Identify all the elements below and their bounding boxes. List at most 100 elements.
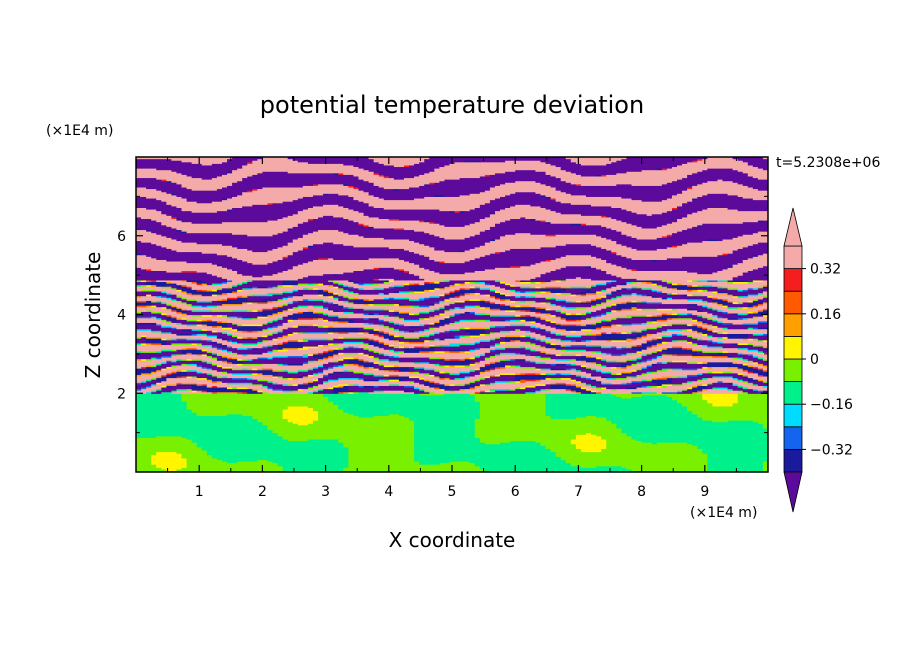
contour-cell bbox=[494, 338, 506, 341]
contour-cell bbox=[484, 390, 491, 393]
contour-cell bbox=[136, 413, 198, 416]
contour-cell bbox=[348, 284, 395, 287]
contour-cell bbox=[449, 330, 466, 333]
contour-cell bbox=[666, 286, 673, 289]
contour-cell bbox=[712, 290, 719, 294]
contour-cell bbox=[429, 305, 446, 308]
contour-cell bbox=[206, 366, 223, 369]
contour-cell bbox=[398, 322, 430, 325]
contour-cell bbox=[318, 294, 324, 297]
contour-cell bbox=[621, 254, 719, 257]
contour-cell bbox=[636, 338, 653, 341]
contour-cell bbox=[555, 279, 562, 283]
contour-cell bbox=[656, 279, 663, 283]
contour-cell bbox=[717, 386, 729, 390]
contour-cell bbox=[484, 375, 491, 379]
contour-cell bbox=[267, 379, 314, 382]
contour-cell bbox=[429, 281, 435, 284]
contour-cell bbox=[585, 194, 673, 197]
contour-cell bbox=[156, 316, 167, 319]
contour-cell bbox=[318, 323, 380, 327]
contour-cell bbox=[146, 341, 167, 344]
contour-cell bbox=[661, 325, 688, 328]
contour-cell bbox=[221, 221, 304, 224]
contour-cell bbox=[676, 220, 759, 223]
contour-cell bbox=[717, 303, 724, 306]
contour-cell bbox=[388, 349, 395, 352]
contour-cell bbox=[545, 196, 552, 199]
contour-cell bbox=[363, 352, 380, 355]
contour-cell bbox=[671, 208, 703, 212]
contour-cell bbox=[383, 197, 415, 201]
contour-cell bbox=[267, 301, 289, 305]
contour-cell bbox=[216, 300, 269, 303]
contour-cell bbox=[216, 347, 223, 350]
contour-cell bbox=[762, 309, 768, 312]
contour-cell bbox=[216, 457, 349, 460]
contour-cell bbox=[752, 327, 759, 330]
contour-cell bbox=[272, 386, 309, 390]
contour-cell bbox=[282, 311, 299, 314]
contour-cell bbox=[348, 289, 415, 292]
contour-cell bbox=[136, 245, 162, 248]
contour-cell bbox=[292, 253, 420, 256]
contour-cell bbox=[540, 327, 557, 330]
contour-cell bbox=[353, 413, 390, 416]
contour-cell bbox=[596, 465, 622, 468]
contour-cell bbox=[161, 386, 193, 390]
contour-cell bbox=[409, 238, 491, 242]
contour-cell bbox=[651, 281, 658, 284]
contour-cell bbox=[191, 309, 198, 312]
contour-cell bbox=[676, 287, 698, 290]
contour-cell bbox=[237, 180, 370, 183]
contour-cell bbox=[429, 157, 567, 160]
contour-cell bbox=[141, 386, 147, 390]
contour-cell bbox=[176, 286, 188, 289]
contour-cell bbox=[565, 358, 572, 361]
contour-cell bbox=[596, 284, 612, 287]
contour-cell bbox=[626, 360, 643, 363]
contour-cell bbox=[682, 216, 768, 220]
contour-cell bbox=[383, 369, 390, 372]
contour-cell bbox=[601, 174, 607, 177]
contour-cell bbox=[626, 300, 633, 303]
contour-cell bbox=[601, 303, 612, 306]
contour-cell bbox=[469, 334, 481, 338]
contour-cell bbox=[333, 349, 339, 352]
contour-cell bbox=[616, 426, 764, 429]
contour-cell bbox=[621, 276, 734, 279]
contour-cell bbox=[727, 333, 749, 336]
contour-cell bbox=[656, 290, 663, 294]
contour-cell bbox=[591, 374, 597, 377]
contour-cell bbox=[666, 210, 698, 213]
contour-cell bbox=[221, 338, 228, 341]
contour-cell bbox=[500, 352, 506, 355]
contour-cell bbox=[702, 350, 724, 353]
contour-cell bbox=[136, 319, 162, 322]
contour-cell bbox=[216, 380, 223, 383]
contour-cell bbox=[312, 390, 319, 393]
contour-cell bbox=[136, 399, 183, 402]
contour-cell bbox=[206, 379, 213, 382]
contour-cell bbox=[287, 339, 299, 342]
contour-cell bbox=[307, 405, 339, 409]
contour-cell bbox=[565, 254, 592, 257]
contour-cell bbox=[434, 301, 440, 305]
contour-cell bbox=[151, 456, 183, 459]
contour-cell bbox=[469, 357, 476, 360]
contour-cell bbox=[707, 383, 734, 386]
contour-cell bbox=[297, 210, 360, 213]
contour-cell bbox=[692, 294, 703, 297]
contour-cell bbox=[656, 331, 698, 334]
contour-cell bbox=[540, 160, 572, 163]
contour-cell bbox=[641, 226, 658, 229]
contour-cell bbox=[682, 346, 708, 349]
contour-cell bbox=[494, 267, 562, 270]
contour-cell bbox=[136, 412, 198, 415]
contour-cell bbox=[500, 374, 516, 377]
contour-cell bbox=[540, 287, 567, 290]
contour-cell bbox=[439, 223, 471, 226]
contour-cell bbox=[651, 380, 673, 383]
contour-cell bbox=[333, 320, 339, 323]
contour-cell bbox=[585, 333, 592, 336]
